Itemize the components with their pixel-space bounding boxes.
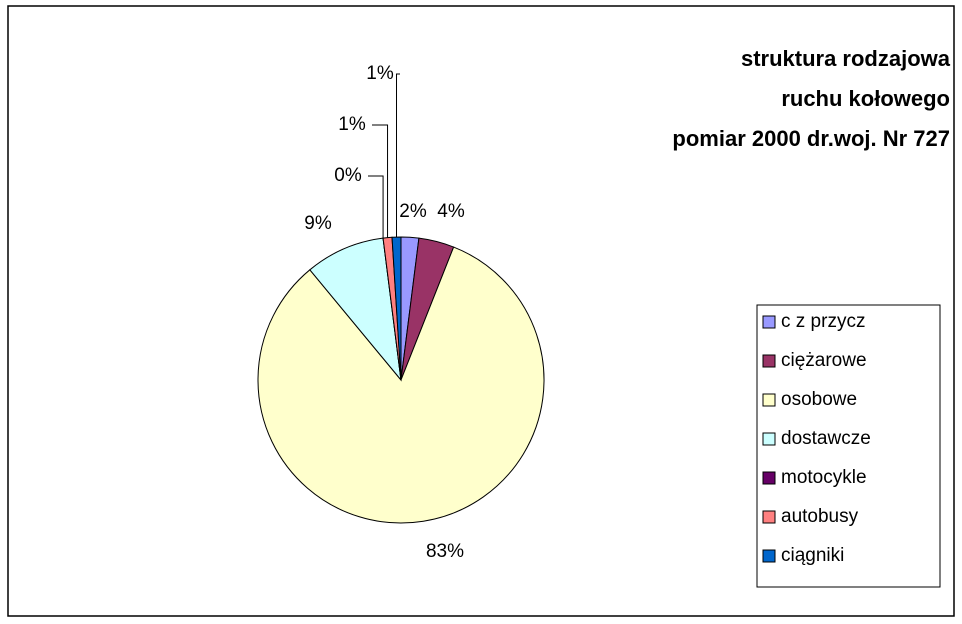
legend-swatch xyxy=(762,393,776,407)
legend-swatch xyxy=(762,549,776,563)
chart-title: pomiar 2000 dr.woj. Nr 727 xyxy=(672,126,950,151)
data-label: 83% xyxy=(426,541,464,562)
data-label: 0% xyxy=(334,165,362,186)
legend-swatch xyxy=(762,354,776,368)
data-label: 4% xyxy=(437,201,465,222)
legend-swatch xyxy=(762,471,776,485)
leader-line xyxy=(368,175,384,239)
chart-title: struktura rodzajowa xyxy=(741,46,951,71)
pie-slice xyxy=(257,246,545,524)
legend-label: c z przycz xyxy=(781,311,865,332)
legend-label: osobowe xyxy=(781,389,857,410)
legend-box xyxy=(756,304,941,588)
legend-label: ciągniki xyxy=(781,545,844,566)
leader-line xyxy=(396,73,400,238)
data-label: 1% xyxy=(366,63,394,84)
leader-line xyxy=(372,124,389,238)
legend-swatch xyxy=(762,510,776,524)
legend-label: autobusy xyxy=(781,506,859,527)
legend-label: motocykle xyxy=(781,467,867,488)
data-label: 2% xyxy=(399,201,427,222)
legend-label: ciężarowe xyxy=(781,350,867,371)
legend-swatch xyxy=(762,432,776,446)
data-label: 9% xyxy=(304,213,332,234)
pie-slice xyxy=(309,237,402,382)
legend-label: dostawcze xyxy=(781,428,871,449)
legend-swatch xyxy=(762,315,776,329)
data-label: 1% xyxy=(338,114,366,135)
chart-title: ruchu kołowego xyxy=(781,86,950,111)
